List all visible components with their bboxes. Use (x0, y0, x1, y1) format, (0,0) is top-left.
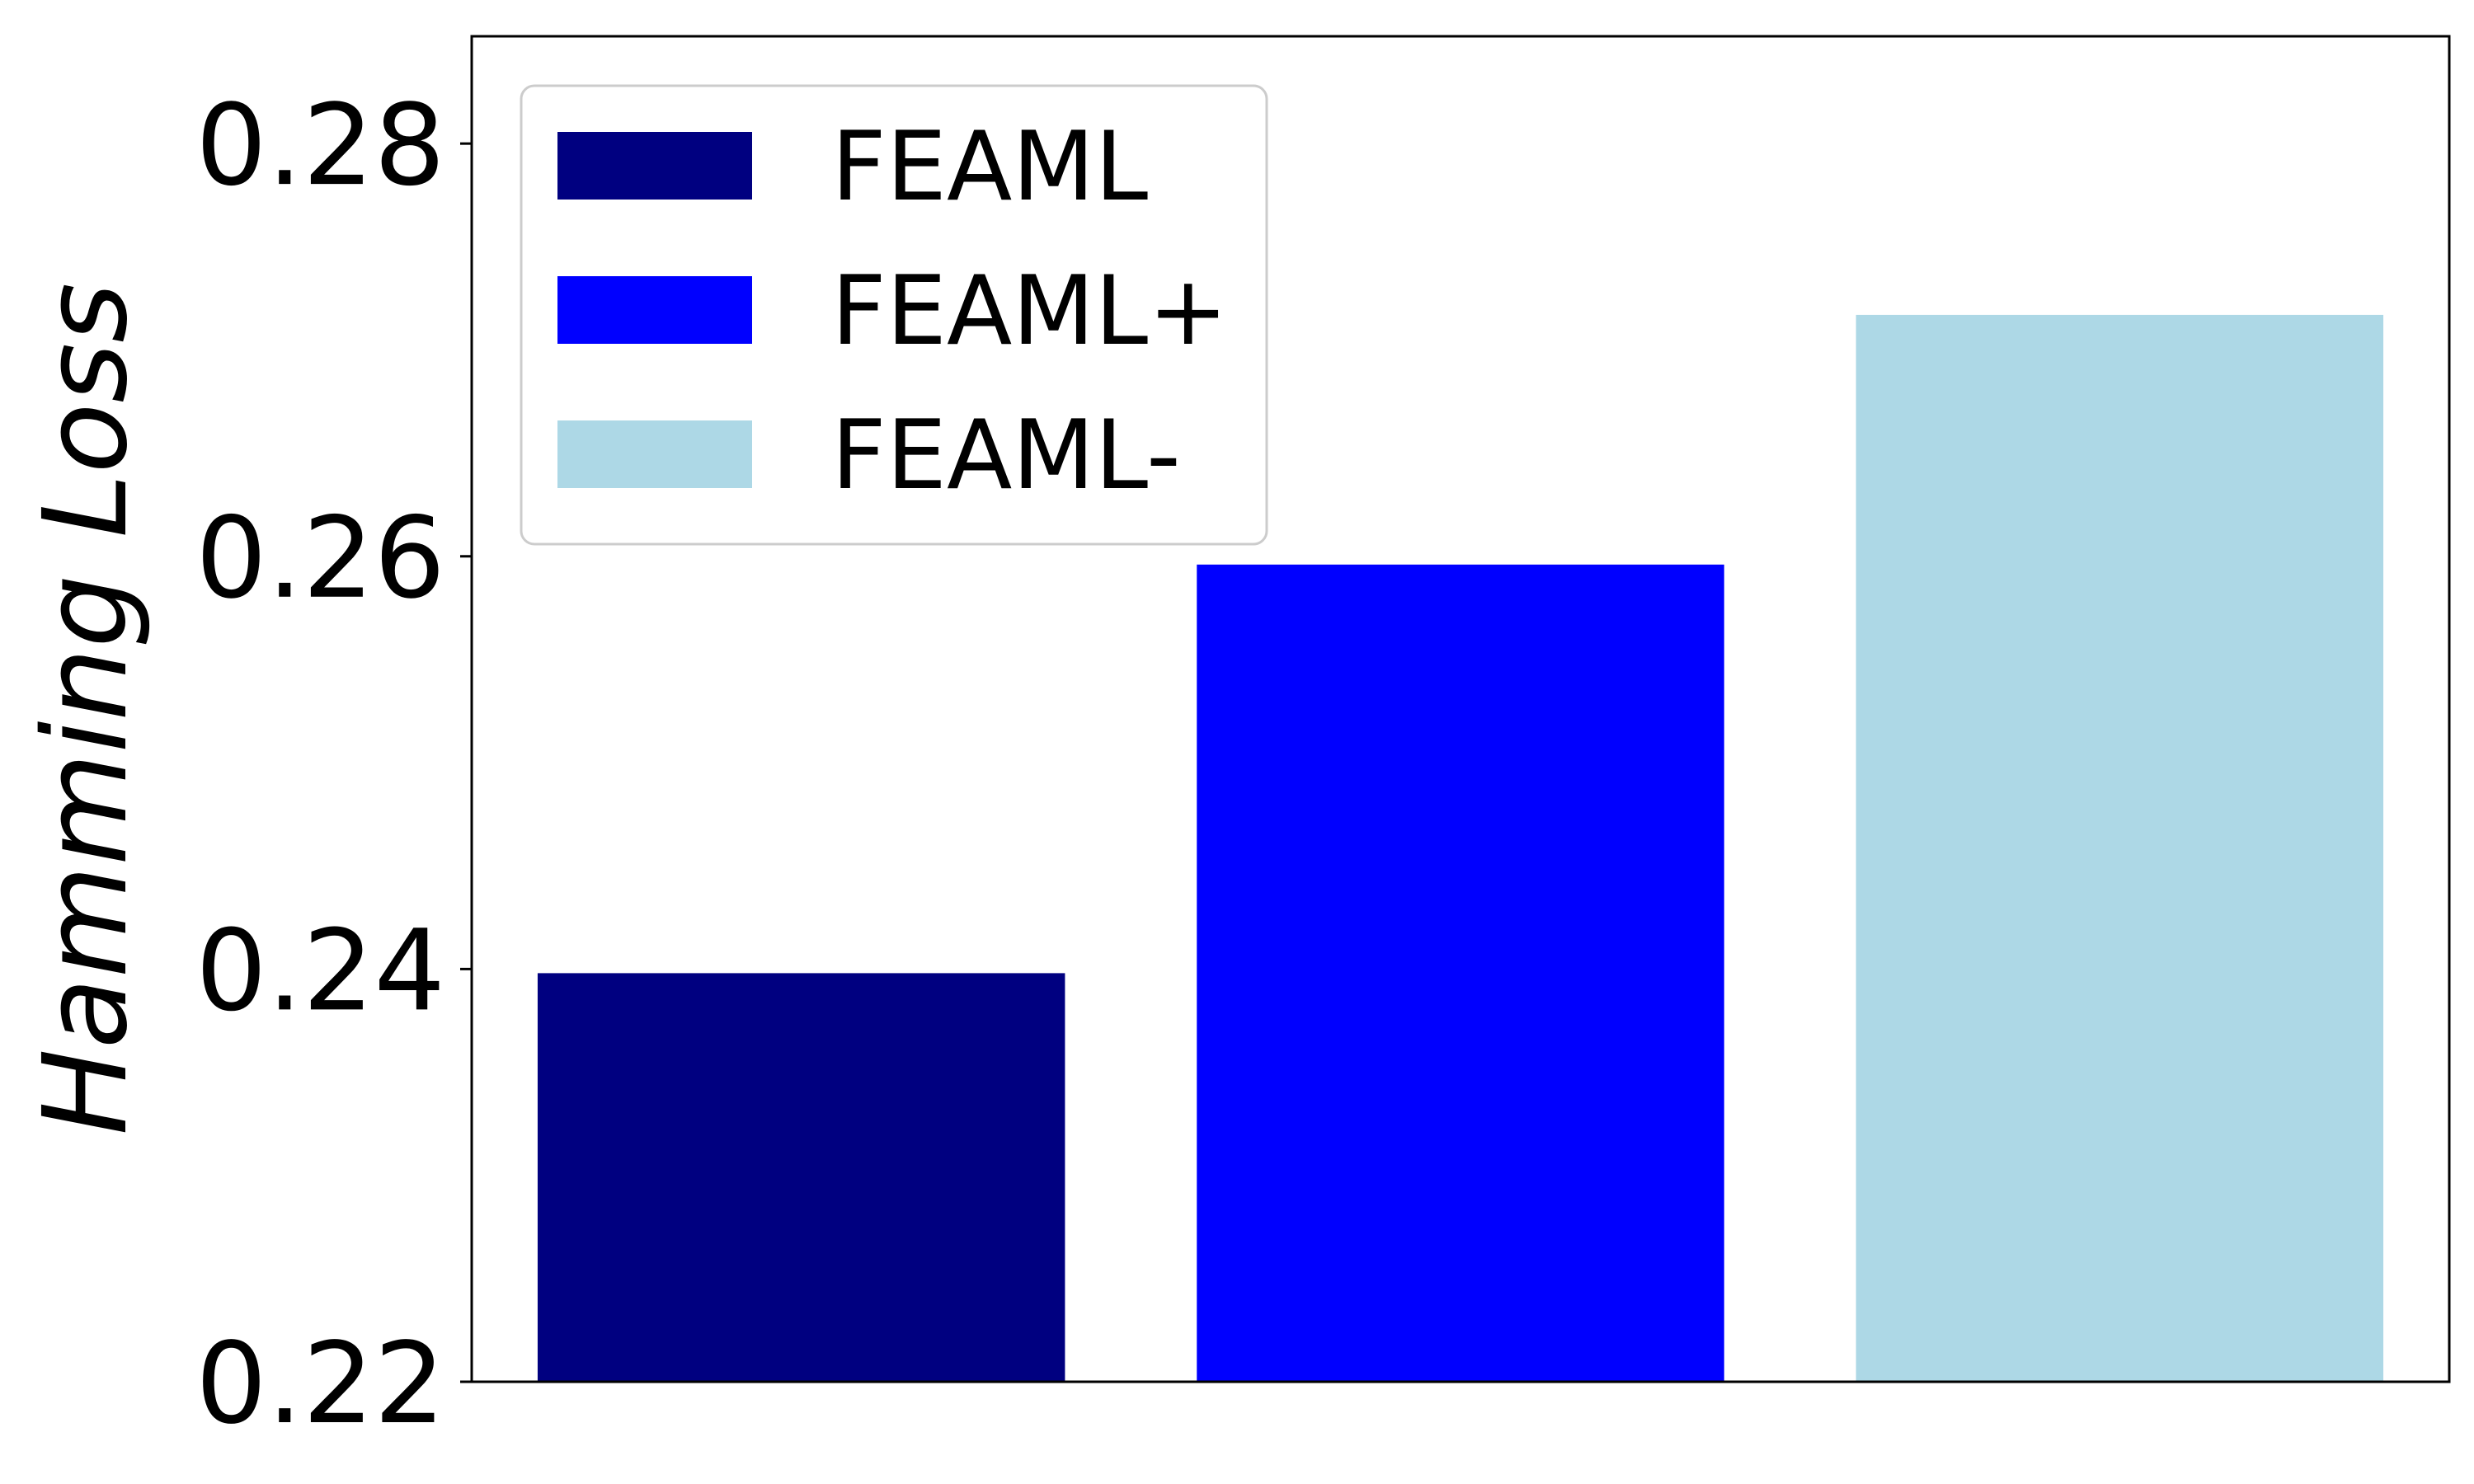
bar-feaml (537, 973, 1065, 1382)
legend-swatch (557, 420, 752, 488)
legend-swatch (557, 276, 752, 344)
y-axis: 0.22 0.24 0.26 0.28 (195, 81, 472, 1449)
bar-feamlplus (1197, 564, 1724, 1382)
y-tick-label: 0.26 (195, 494, 445, 624)
y-tick-label: 0.22 (195, 1319, 445, 1449)
bar-feamlminus (1856, 314, 2384, 1383)
bars-group (537, 314, 2384, 1383)
y-axis-label: Hamming Loss (19, 283, 153, 1135)
legend-label: FEAML+ (831, 256, 1228, 367)
legend-label: FEAML- (831, 400, 1181, 511)
legend: FEAML FEAML+ FEAML- (520, 84, 1268, 546)
y-tick-label: 0.28 (195, 81, 445, 211)
plot-frame (470, 35, 2451, 1383)
legend-swatch (557, 132, 752, 200)
legend-label: FEAML (831, 111, 1148, 223)
y-tick-label: 0.24 (195, 906, 445, 1036)
